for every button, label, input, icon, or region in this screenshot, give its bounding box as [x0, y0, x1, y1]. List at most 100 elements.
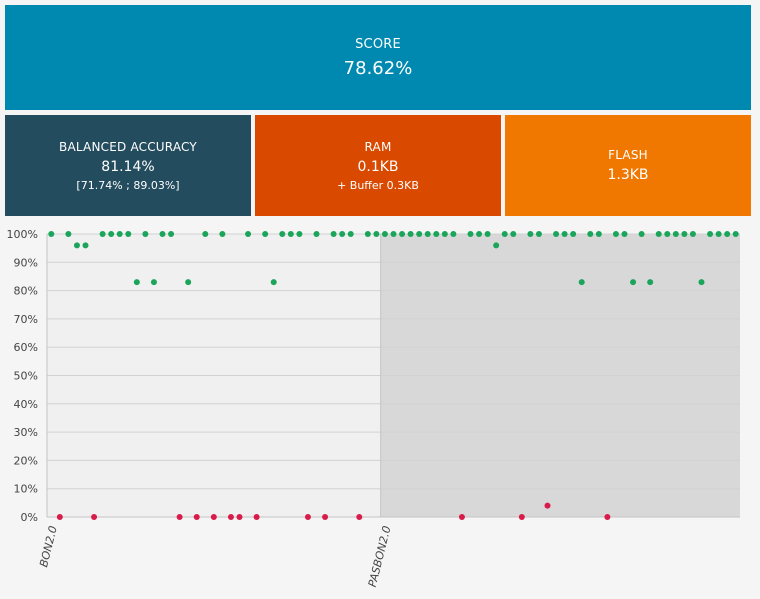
data-point — [399, 231, 406, 237]
data-point — [125, 231, 132, 237]
data-point — [604, 514, 611, 520]
flash-tile: FLASH 1.3KB — [505, 115, 751, 216]
data-point — [450, 231, 457, 237]
data-point — [638, 231, 645, 237]
data-point — [689, 231, 696, 237]
data-point — [707, 231, 714, 237]
data-point — [287, 231, 294, 237]
y-tick-label: 20% — [14, 454, 38, 467]
data-point — [715, 231, 722, 237]
balanced-accuracy-tile: BALANCED ACCURACY 81.14% [71.74% ; 89.03… — [5, 115, 251, 216]
y-tick-label: 80% — [14, 285, 38, 298]
data-point — [176, 514, 183, 520]
data-point — [493, 242, 500, 249]
data-point — [561, 231, 568, 237]
x-category-label: PASBON2.0 — [366, 525, 394, 589]
data-point — [535, 231, 542, 237]
data-point — [390, 231, 397, 237]
data-point — [91, 514, 98, 520]
data-point — [373, 231, 380, 237]
data-point — [202, 231, 209, 237]
data-point — [476, 231, 483, 237]
data-point — [518, 514, 525, 520]
data-point — [168, 231, 175, 237]
data-point — [732, 231, 739, 237]
data-point — [304, 514, 311, 520]
data-point — [245, 231, 252, 237]
ram-buffer: + Buffer 0.3KB — [337, 178, 419, 192]
ram-tile: RAM 0.1KB + Buffer 0.3KB — [255, 115, 501, 216]
data-point — [484, 231, 491, 237]
data-point — [544, 502, 551, 509]
data-point — [270, 279, 277, 286]
y-tick-label: 90% — [14, 256, 38, 269]
data-point — [116, 231, 123, 237]
data-point — [339, 231, 346, 237]
data-point — [73, 242, 80, 249]
y-tick-label: 40% — [14, 398, 38, 411]
data-point — [621, 231, 628, 237]
data-point — [698, 279, 705, 286]
data-point — [364, 231, 371, 237]
data-point — [322, 514, 329, 520]
scatter-chart: 0% 10% 20% 30% 40% 50% 60% 70% 80% 90% 100% BON2.0 P… — [7, 228, 740, 589]
balanced-accuracy-interval: [71.74% ; 89.03%] — [76, 178, 180, 192]
data-point — [578, 279, 585, 286]
data-point — [48, 231, 55, 237]
data-point — [219, 231, 226, 237]
data-point — [210, 514, 217, 520]
y-tick-label: 70% — [14, 313, 38, 326]
data-point — [227, 514, 234, 520]
data-point — [150, 279, 157, 286]
data-point — [56, 514, 63, 520]
x-category-label: BON2.0 — [37, 525, 60, 569]
ram-value: 0.1KB — [357, 158, 399, 175]
data-point — [236, 514, 243, 520]
y-tick-label: 60% — [14, 341, 38, 354]
data-point — [407, 231, 414, 237]
data-point — [279, 231, 286, 237]
data-point — [647, 279, 654, 286]
data-point — [587, 231, 594, 237]
data-point — [681, 231, 688, 237]
data-point — [142, 231, 149, 237]
data-point — [185, 279, 192, 286]
data-point — [356, 514, 363, 520]
data-point — [193, 514, 200, 520]
data-point — [313, 231, 320, 237]
data-point — [330, 231, 337, 237]
data-point — [501, 231, 508, 237]
data-point — [159, 231, 166, 237]
y-tick-label: 30% — [14, 426, 38, 439]
data-point — [65, 231, 72, 237]
data-point — [527, 231, 534, 237]
data-point — [458, 514, 465, 520]
data-point — [664, 231, 671, 237]
balanced-accuracy-value: 81.14% — [101, 158, 155, 175]
data-point — [99, 231, 106, 237]
data-point — [347, 231, 354, 237]
data-point — [570, 231, 577, 237]
data-point — [433, 231, 440, 237]
data-point — [262, 231, 269, 237]
data-point — [416, 231, 423, 237]
data-point — [612, 231, 619, 237]
y-tick-label: 50% — [14, 370, 38, 383]
y-tick-label: 100% — [7, 228, 38, 241]
data-point — [467, 231, 474, 237]
data-point — [655, 231, 662, 237]
data-point — [630, 279, 637, 286]
balanced-accuracy-label: BALANCED ACCURACY — [59, 139, 197, 154]
data-point — [553, 231, 560, 237]
flash-label: FLASH — [608, 148, 648, 162]
data-point — [510, 231, 517, 237]
ram-label: RAM — [364, 139, 392, 154]
data-point — [424, 231, 431, 237]
y-tick-label: 10% — [14, 483, 38, 496]
data-point — [296, 231, 303, 237]
y-tick-label: 0% — [21, 511, 38, 524]
score-value: 78.62% — [343, 57, 413, 79]
data-point — [381, 231, 388, 237]
flash-value: 1.3KB — [607, 167, 649, 183]
data-point — [253, 514, 260, 520]
